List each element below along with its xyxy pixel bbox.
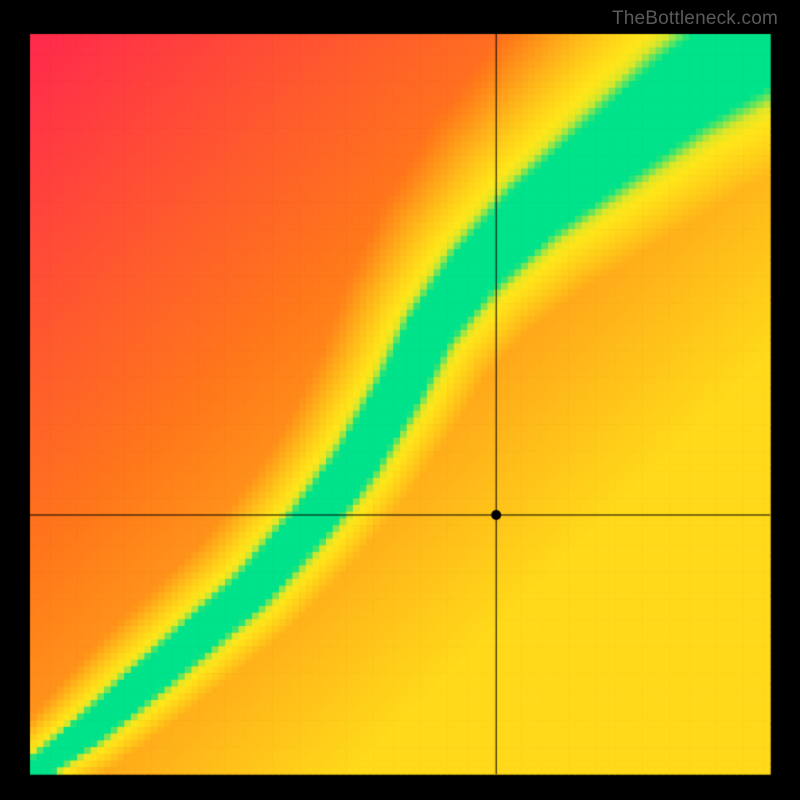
watermark-text: TheBottleneck.com: [612, 8, 778, 30]
heatmap-canvas: [0, 0, 800, 800]
chart-container: TheBottleneck.com: [0, 0, 800, 800]
